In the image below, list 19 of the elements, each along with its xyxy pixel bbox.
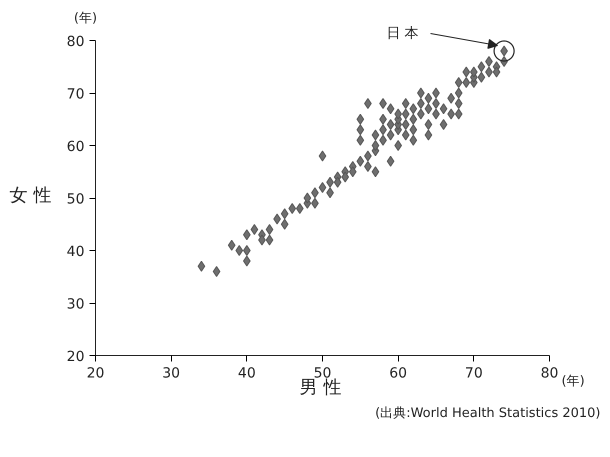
x-tick-label: 70 bbox=[464, 366, 483, 382]
x-tick-label: 40 bbox=[238, 366, 256, 382]
x-tick-label: 60 bbox=[389, 366, 408, 382]
x-axis-title: 男 性 bbox=[300, 377, 342, 398]
y-tick-label: 60 bbox=[66, 139, 85, 155]
annotation: 日 本 bbox=[386, 26, 419, 42]
text: (年) bbox=[562, 374, 585, 389]
text: (年) bbox=[74, 11, 98, 26]
y-tick-label: 30 bbox=[66, 296, 85, 312]
y-tick-label: 70 bbox=[66, 86, 85, 102]
y-tick-label: 40 bbox=[66, 244, 85, 260]
x-tick-label: 20 bbox=[86, 366, 104, 382]
text: (出典:World Health Statistics 2010) bbox=[375, 406, 600, 421]
x-tick-label: 30 bbox=[162, 366, 180, 382]
y-tick-label: 50 bbox=[66, 192, 85, 208]
y-axis-title: 女 性 bbox=[10, 185, 52, 206]
y-tick-label: 20 bbox=[66, 349, 85, 365]
x-tick-label: 80 bbox=[540, 366, 558, 382]
y-tick-label: 80 bbox=[66, 34, 85, 50]
